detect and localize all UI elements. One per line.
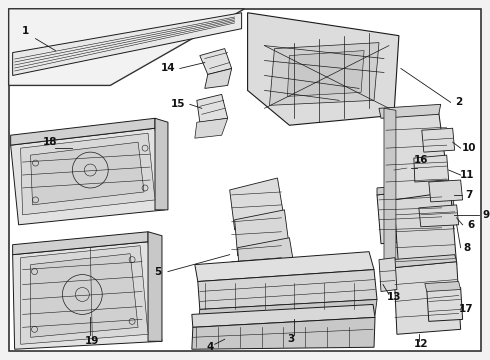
Polygon shape	[13, 13, 242, 76]
Text: 19: 19	[85, 336, 99, 346]
Text: 11: 11	[459, 170, 474, 180]
Polygon shape	[192, 305, 375, 327]
Polygon shape	[427, 288, 463, 321]
Text: 8: 8	[463, 243, 470, 253]
Polygon shape	[192, 318, 375, 349]
Polygon shape	[414, 155, 449, 182]
Text: 12: 12	[414, 339, 428, 349]
Polygon shape	[11, 128, 165, 225]
Polygon shape	[13, 242, 162, 349]
Polygon shape	[21, 133, 155, 215]
Polygon shape	[394, 262, 461, 334]
Polygon shape	[205, 68, 232, 89]
Polygon shape	[21, 246, 148, 344]
Polygon shape	[11, 118, 155, 145]
Text: 13: 13	[387, 292, 401, 302]
Text: 17: 17	[459, 305, 474, 314]
Polygon shape	[379, 104, 441, 118]
Text: 2: 2	[455, 97, 462, 107]
Polygon shape	[377, 182, 444, 195]
Text: 10: 10	[462, 143, 476, 153]
Text: 3: 3	[288, 334, 295, 344]
Text: 14: 14	[161, 63, 175, 73]
Polygon shape	[238, 238, 294, 275]
Polygon shape	[429, 180, 463, 202]
Polygon shape	[230, 178, 284, 230]
Polygon shape	[30, 254, 138, 337]
Polygon shape	[392, 162, 411, 180]
Polygon shape	[247, 13, 399, 125]
Polygon shape	[198, 270, 377, 309]
Polygon shape	[392, 255, 457, 267]
Polygon shape	[197, 94, 228, 122]
Polygon shape	[425, 282, 461, 292]
Polygon shape	[270, 42, 379, 105]
Text: 15: 15	[171, 99, 185, 109]
Polygon shape	[9, 9, 245, 85]
Polygon shape	[379, 258, 397, 292]
Polygon shape	[235, 210, 290, 256]
Polygon shape	[200, 49, 232, 75]
Polygon shape	[419, 205, 459, 227]
Text: 4: 4	[206, 342, 214, 352]
Polygon shape	[288, 51, 364, 96]
Polygon shape	[377, 188, 449, 244]
Polygon shape	[422, 128, 455, 152]
Polygon shape	[384, 108, 396, 275]
Polygon shape	[13, 232, 148, 255]
Text: 16: 16	[414, 155, 428, 165]
Polygon shape	[384, 112, 451, 208]
Polygon shape	[195, 118, 228, 138]
Text: 9: 9	[483, 210, 490, 220]
Polygon shape	[30, 142, 144, 205]
Polygon shape	[148, 232, 162, 341]
Polygon shape	[195, 252, 374, 282]
Text: 1: 1	[22, 26, 29, 36]
Polygon shape	[155, 118, 168, 210]
Text: 6: 6	[467, 220, 474, 230]
Polygon shape	[394, 192, 457, 271]
Polygon shape	[198, 300, 377, 325]
Text: 18: 18	[43, 137, 58, 147]
Polygon shape	[444, 182, 454, 238]
Text: 7: 7	[465, 190, 472, 200]
Polygon shape	[395, 150, 409, 164]
Text: 5: 5	[154, 267, 162, 276]
